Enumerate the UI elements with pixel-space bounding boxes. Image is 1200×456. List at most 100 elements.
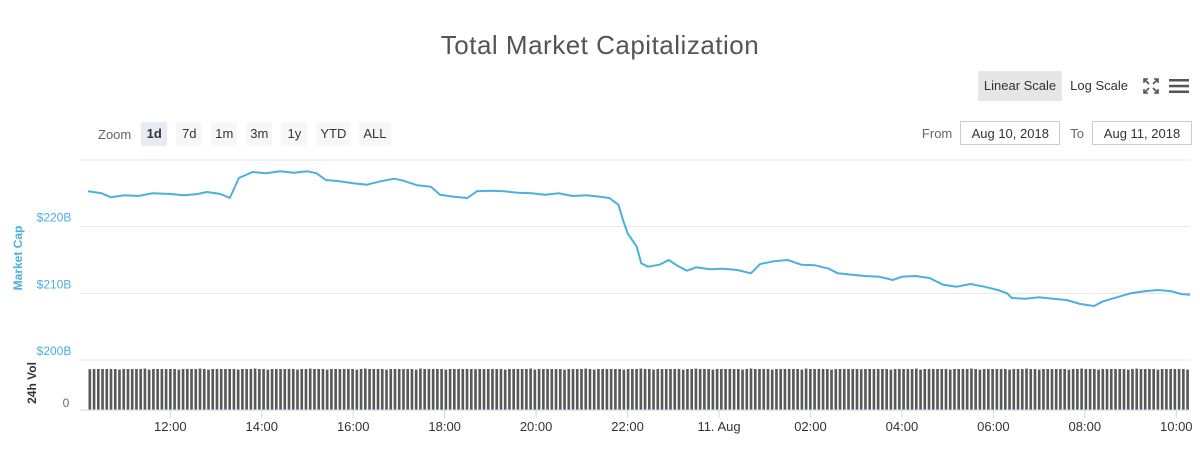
volume-bar <box>876 369 880 410</box>
menu-icon[interactable] <box>1168 75 1190 97</box>
x-tick-label: 10:00 <box>1160 419 1193 434</box>
volume-bar <box>245 369 248 410</box>
volume-bar <box>321 369 325 410</box>
x-axis: 12:00 14:00 16:00 18:00 20:00 22:00 11. Aug 02:… <box>80 409 1193 434</box>
volume-bar <box>219 369 223 410</box>
volume-bar <box>1029 369 1033 410</box>
volume-bar <box>389 369 393 410</box>
zoom-all-button[interactable]: ALL <box>359 122 391 146</box>
volume-bar <box>736 369 740 410</box>
volume-bar <box>550 369 554 410</box>
volume-bar <box>859 369 863 410</box>
volume-bar <box>758 369 761 410</box>
volume-bar <box>1008 369 1011 410</box>
volume-bar <box>152 369 155 410</box>
volume-bar <box>1109 369 1113 410</box>
volume-bar <box>597 369 600 410</box>
volume-bar <box>673 369 677 410</box>
volume-bar <box>931 369 935 410</box>
volume-bar <box>334 369 337 410</box>
volume-bar <box>978 369 982 410</box>
log-scale-button[interactable]: Log Scale <box>1070 78 1128 93</box>
volume-bar <box>457 369 460 410</box>
volume-bar <box>1046 369 1050 410</box>
volume-bar <box>296 369 299 410</box>
volume-bar <box>194 369 198 410</box>
zoom-1m-button[interactable]: 1m <box>211 122 238 146</box>
volume-bar <box>105 369 109 410</box>
volume-bar <box>1101 369 1105 410</box>
volume-bar <box>410 369 414 410</box>
volume-bar <box>1093 369 1096 410</box>
volume-bar <box>635 369 638 410</box>
volume-bar <box>834 369 838 410</box>
volume-bar <box>898 369 901 410</box>
volume-bar <box>88 369 92 410</box>
y-tick-label: $200B <box>37 344 72 358</box>
x-tick-label: 08:00 <box>1069 419 1102 434</box>
to-date-input[interactable]: Aug 11, 2018 <box>1092 121 1192 145</box>
zoom-3m-button[interactable]: 3m <box>246 122 273 146</box>
volume-bar <box>953 369 956 410</box>
zoom-7d-button[interactable]: 7d <box>176 122 203 146</box>
volume-bar <box>796 369 799 410</box>
zoom-1d-button[interactable]: 1d <box>141 122 168 146</box>
volume-bar <box>1160 369 1164 410</box>
y-tick-label: $210B <box>37 277 72 291</box>
fullscreen-icon[interactable] <box>1140 75 1162 97</box>
volume-bar <box>499 369 503 410</box>
volume-bar <box>147 369 151 410</box>
volume-bar <box>601 369 604 410</box>
volume-bar <box>1012 369 1016 410</box>
volume-bar <box>156 369 159 410</box>
volume-bar <box>516 369 520 410</box>
volume-bar <box>173 369 176 410</box>
volume-bar <box>461 369 465 410</box>
volume-bar <box>440 369 443 410</box>
volume-bar <box>164 369 168 410</box>
volume-bar <box>851 369 855 410</box>
volume-bar <box>385 369 388 410</box>
volume-bar <box>792 369 795 410</box>
volume-bar <box>1097 369 1100 410</box>
volume-bar <box>486 369 490 410</box>
linear-scale-button[interactable]: Linear Scale <box>977 71 1063 101</box>
volume-bar <box>1169 369 1172 410</box>
volume-bar <box>965 369 969 410</box>
y-axis-title: Market Cap <box>11 226 25 291</box>
volume-bar <box>864 369 867 410</box>
volume-bar <box>453 369 456 410</box>
volume-bar <box>970 368 973 410</box>
volume-bar <box>211 369 215 410</box>
volume-bar <box>482 369 486 410</box>
zoom-1y-button[interactable]: 1y <box>281 122 308 146</box>
volume-bar <box>359 369 363 410</box>
volume-bar <box>177 369 181 410</box>
volume-bar <box>1025 368 1028 410</box>
volume-bar <box>92 369 96 410</box>
volume-bar <box>533 369 537 410</box>
volume-bar <box>1088 369 1092 410</box>
volume-bar <box>592 369 596 410</box>
volume-bar <box>804 368 808 410</box>
volume-bar <box>1054 369 1058 410</box>
volume-bar <box>999 369 1003 410</box>
volume-bar <box>927 369 931 410</box>
volume-bar <box>855 369 859 410</box>
volume-bar <box>130 369 134 410</box>
from-date-input[interactable]: Aug 10, 2018 <box>960 121 1061 145</box>
volume-bar <box>474 369 477 410</box>
market-cap-series-line[interactable] <box>87 170 1191 307</box>
volume-bar <box>169 369 172 410</box>
volume-bar <box>1042 369 1045 410</box>
volume-bar <box>1173 369 1177 410</box>
volume-bar <box>948 369 952 410</box>
volume-bar <box>253 368 257 410</box>
volume-bar <box>1050 369 1054 410</box>
volume-bar <box>800 369 804 410</box>
volume-bar <box>236 369 240 410</box>
volume-bar <box>1033 369 1037 410</box>
zoom-ytd-button[interactable]: YTD <box>316 122 351 146</box>
volume-bar <box>1080 368 1083 410</box>
